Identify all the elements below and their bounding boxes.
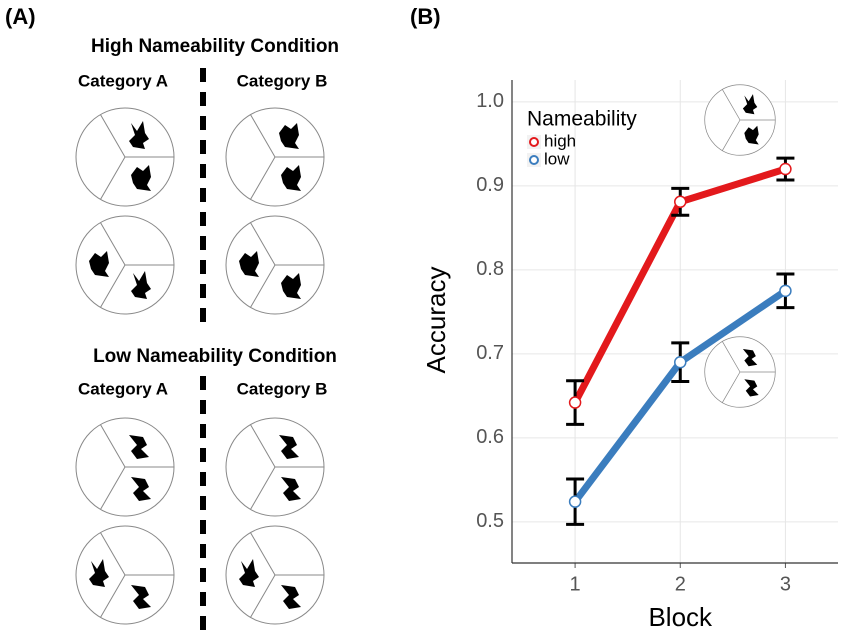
- y-tick-label: 0.7: [476, 342, 504, 364]
- category-label: Category A: [78, 71, 168, 90]
- stimulus-icon: [705, 85, 776, 156]
- legend-label: high: [544, 131, 576, 150]
- category-label: Category B: [237, 71, 328, 90]
- x-axis-title: Block: [648, 602, 713, 632]
- data-point: [570, 397, 581, 408]
- data-point: [780, 164, 791, 175]
- data-point: [780, 285, 791, 296]
- data-point: [570, 496, 581, 507]
- panel-label: (B): [410, 4, 441, 29]
- section-title: Low Nameability Condition: [93, 346, 337, 367]
- icon-part: [705, 337, 776, 408]
- figure: (A) High Nameability Condition Category …: [0, 0, 841, 637]
- panel-a: (A) High Nameability Condition Category …: [5, 4, 339, 637]
- x-tick-label: 1: [570, 573, 581, 595]
- category-label: Category B: [237, 379, 328, 398]
- panel-label: (A): [5, 4, 36, 29]
- data-point: [675, 357, 686, 368]
- y-tick-label: 0.8: [476, 258, 504, 280]
- y-axis-title: Accuracy: [421, 267, 451, 374]
- y-tick-label: 0.6: [476, 426, 504, 448]
- legend-label: low: [544, 149, 570, 168]
- category-label: Category A: [78, 379, 168, 398]
- y-tick-label: 0.5: [476, 510, 504, 532]
- section-title: High Nameability Condition: [91, 36, 339, 57]
- y-tick-label: 0.9: [476, 174, 504, 196]
- data-point: [675, 196, 686, 207]
- panel-b: (B) 0.5 0.6 0.7 0.8 0.9 1.0 1 2 3 Block Accuracy Nam…: [410, 4, 838, 632]
- legend-marker: [530, 156, 538, 164]
- legend-marker: [530, 138, 538, 146]
- stimulus-icon: [705, 337, 776, 408]
- icon-part: [705, 85, 776, 156]
- x-tick-label: 2: [675, 573, 686, 595]
- y-tick-label: 1.0: [476, 90, 504, 112]
- legend-title: Nameability: [527, 108, 637, 131]
- x-tick-label: 3: [780, 573, 791, 595]
